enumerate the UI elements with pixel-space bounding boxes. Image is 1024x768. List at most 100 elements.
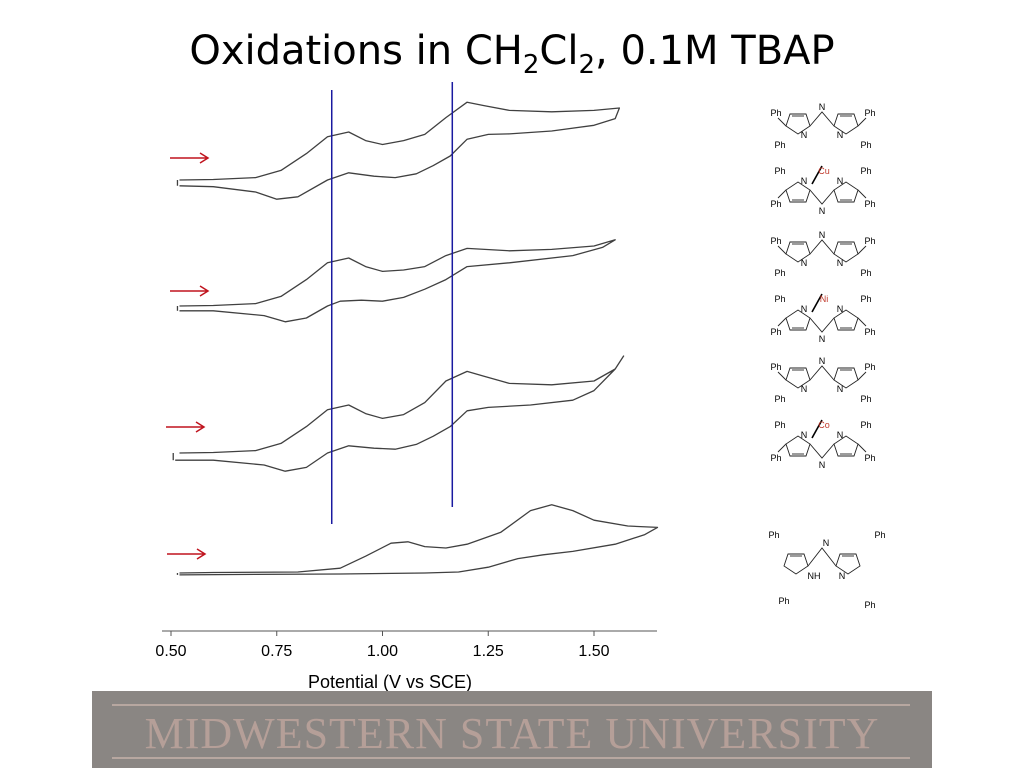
- title-text-2: Cl: [539, 28, 579, 74]
- phenyl-label: Ph: [774, 166, 785, 176]
- aza-bridge: [809, 365, 835, 381]
- phenyl-bond: [777, 371, 787, 381]
- molecule-structures: N N N Ph Ph Ph Ph N N N Ph Ph Ph Ph Cu N N N Ph Ph Ph Ph N N N Ph…: [768, 102, 885, 610]
- phenyl-label: Ph: [770, 327, 781, 337]
- pyrrole-ring: [833, 113, 859, 135]
- phenyl-bond: [857, 245, 867, 255]
- phenyl-label: Ph: [864, 199, 875, 209]
- metal-label: Cu: [818, 166, 830, 176]
- pyrrole-ring: [835, 553, 861, 575]
- reference-lines: [330, 82, 454, 524]
- title-subscript-1: 2: [522, 50, 540, 80]
- pyrrole-nitrogen-label: N: [839, 571, 846, 581]
- pyrrole-nitrogen-label: N: [801, 176, 808, 186]
- aza-bridge: [809, 189, 835, 205]
- pyrrole-ring: [833, 435, 859, 457]
- phenyl-label: Ph: [774, 268, 785, 278]
- phenyl-label: Ph: [770, 199, 781, 209]
- phenyl-label: Ph: [860, 394, 871, 404]
- pyrrole-ring: [833, 241, 859, 263]
- scan-arrow-1: [170, 152, 210, 164]
- banner-rule-bottom: [112, 757, 910, 759]
- phenyl-label: Ph: [864, 600, 875, 610]
- phenyl-label: Ph: [864, 236, 875, 246]
- metal-label: Ni: [820, 294, 829, 304]
- slide-title: Oxidations in CH2Cl2, 0.1M TBAP: [0, 28, 1024, 80]
- phenyl-bond: [777, 443, 787, 453]
- pyrrole-ring: [833, 309, 859, 331]
- pyrrole-nitrogen-label: N: [837, 258, 844, 268]
- title-text-1: Oxidations in CH: [189, 28, 523, 74]
- metal-bond: [811, 293, 823, 313]
- pyrrole-nitrogen-label: N: [837, 176, 844, 186]
- cv-traces: [172, 101, 659, 576]
- pyrrole-nitrogen-label: N: [837, 304, 844, 314]
- x-axis: 0.50 0.75 1.00 1.25 1.50: [155, 630, 657, 660]
- pyrrole-ring: [833, 181, 859, 203]
- x-axis-title: Potential (V vs SCE): [308, 672, 472, 692]
- pyrrole-ring: [785, 113, 811, 135]
- pyrrole-nitrogen-label: N: [801, 130, 808, 140]
- phenyl-label: Ph: [874, 530, 885, 540]
- cv-trace-2: [179, 239, 616, 323]
- complex-co: N N N Ph Ph Ph Ph N N N Ph Ph Ph Ph Co: [770, 356, 875, 470]
- title-text-3: , 0.1M TBAP: [595, 28, 835, 74]
- phenyl-bond: [857, 117, 867, 127]
- phenyl-bond: [777, 117, 787, 127]
- pyrrole-ring: [833, 367, 859, 389]
- aza-nitrogen-label: N: [819, 334, 826, 344]
- complex-ni: N N N Ph Ph Ph Ph N N N Ph Ph Ph Ph Ni: [770, 230, 875, 344]
- phenyl-bond: [857, 189, 867, 199]
- phenyl-bond: [777, 189, 787, 199]
- phenyl-label: Ph: [864, 327, 875, 337]
- title-subscript-2: 2: [578, 50, 596, 80]
- phenyl-label: Ph: [864, 453, 875, 463]
- free-ligand: N NH N Ph Ph Ph Ph: [768, 530, 885, 610]
- aza-bridge: [809, 111, 835, 127]
- banner-rule-top: [112, 704, 910, 706]
- phenyl-label: Ph: [770, 362, 781, 372]
- phenyl-label: Ph: [860, 166, 871, 176]
- phenyl-label: Ph: [774, 420, 785, 430]
- phenyl-label: Ph: [774, 294, 785, 304]
- pyrrole-nitrogen-label: N: [801, 384, 808, 394]
- scan-arrow-2: [170, 285, 210, 297]
- pyrrole-nitrogen-label: N: [837, 384, 844, 394]
- pyrrole-nitrogen-label: N: [837, 430, 844, 440]
- cv-trace-4: [179, 504, 659, 576]
- metal-label: Co: [818, 420, 830, 430]
- phenyl-bond: [857, 443, 867, 453]
- scan-arrows: [166, 152, 210, 560]
- voltammogram-chart: 0.50 0.75 1.00 1.25 1.50 Potential (V vs SCE…: [155, 82, 886, 692]
- phenyl-label: Ph: [770, 236, 781, 246]
- phenyl-label: Ph: [860, 140, 871, 150]
- pyrrole-ring: [783, 553, 809, 575]
- phenyl-bond: [777, 245, 787, 255]
- x-tick-label-5: 1.50: [578, 643, 609, 660]
- phenyl-label: Ph: [774, 394, 785, 404]
- phenyl-label: Ph: [778, 596, 789, 606]
- aza-bridge: [807, 547, 837, 567]
- cv-trace-1: [179, 101, 621, 200]
- aza-nitrogen-label: N: [823, 538, 830, 548]
- metal-bond: [811, 419, 823, 439]
- scan-arrow-3: [166, 421, 206, 433]
- aza-nitrogen-label: N: [819, 206, 826, 216]
- pyrrole-nitrogen-label: N: [801, 258, 808, 268]
- phenyl-label: Ph: [860, 420, 871, 430]
- university-name: MIDWESTERN STATE UNIVERSITY: [144, 709, 880, 758]
- x-tick-label-3: 1.00: [367, 643, 398, 660]
- metal-bond: [811, 165, 823, 185]
- pyrrole-ring: [785, 435, 811, 457]
- phenyl-label: Ph: [864, 362, 875, 372]
- pyrrole-nitrogen-label: N: [801, 304, 808, 314]
- phenyl-label: Ph: [770, 108, 781, 118]
- phenyl-label: Ph: [768, 530, 779, 540]
- x-tick-label-1: 0.50: [155, 643, 186, 660]
- phenyl-label: Ph: [860, 294, 871, 304]
- aza-bridge: [809, 443, 835, 459]
- phenyl-label: Ph: [864, 108, 875, 118]
- pyrrole-ring: [785, 181, 811, 203]
- university-banner: [92, 691, 932, 768]
- scan-arrow-4: [167, 548, 207, 560]
